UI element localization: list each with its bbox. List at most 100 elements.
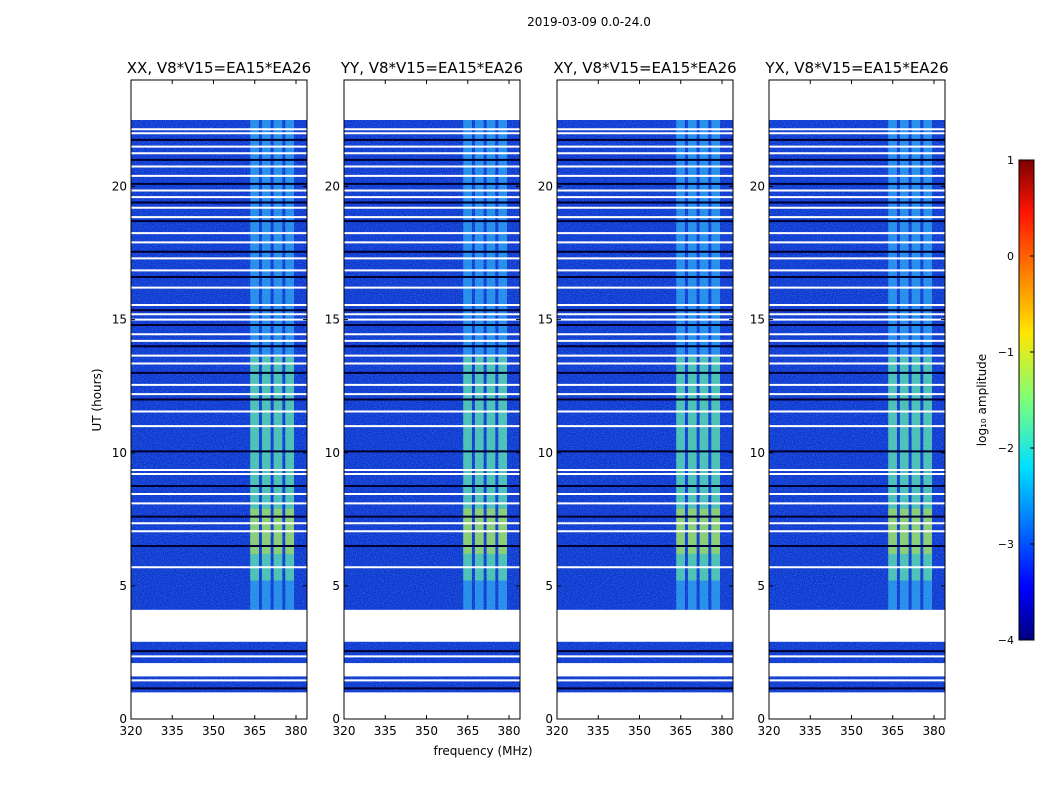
y-tick-label: 15 (750, 313, 765, 327)
colorbar-gradient (1018, 159, 1035, 641)
empty-time-range (769, 663, 945, 677)
empty-time-range (131, 663, 307, 677)
y-tick-label: 5 (545, 579, 553, 593)
rfi-channel-block (285, 119, 294, 610)
rfi-channel-block (687, 119, 697, 610)
y-tick-label: 10 (538, 446, 553, 460)
colorbar-tick-label: −1 (998, 346, 1014, 359)
plot-frame (130, 79, 308, 720)
rfi-channel-block (911, 356, 921, 581)
rfi-channel-block (474, 356, 484, 581)
empty-time-range (344, 80, 520, 120)
rfi-channel-block (888, 119, 897, 610)
y-tick-label: 15 (538, 313, 553, 327)
y-axis-label: UT (hours) (90, 368, 104, 431)
colorbar-ticks: 1 0 −1 −2 −3 −4 (998, 154, 1034, 647)
colorbar-tick-label: 0 (1007, 250, 1014, 263)
empty-time-range (769, 80, 945, 120)
x-tick-label: 350 (202, 724, 225, 738)
rfi-channel-block (676, 356, 685, 581)
y-tick-label: 5 (119, 579, 127, 593)
rfi-channel-block (711, 119, 720, 610)
plot-frame (343, 79, 521, 720)
x-tick-label: 335 (587, 724, 610, 738)
y-tick-label: 20 (325, 180, 340, 194)
panel-4: YX, V8*V15=EA15*EA26 320 335 350 365 380 0 5 10 1… (750, 59, 949, 738)
x-tick-label: 320 (546, 724, 569, 738)
panel-title: YX, V8*V15=EA15*EA26 (764, 59, 948, 77)
y-tick-label: 15 (112, 313, 127, 327)
x-tick-label: 380 (923, 724, 946, 738)
y-tick-label: 5 (757, 579, 765, 593)
y-tick-label: 20 (112, 180, 127, 194)
x-tick-label: 350 (415, 724, 438, 738)
y-tick-label: 0 (757, 712, 765, 726)
x-tick-label: 335 (374, 724, 397, 738)
rfi-channel-block (250, 119, 259, 610)
empty-time-range (557, 80, 733, 120)
x-tick-label: 380 (498, 724, 521, 738)
rfi-channel-block (261, 356, 271, 581)
y-tick-label: 10 (112, 446, 127, 460)
rfi-channel-block (486, 356, 496, 581)
plot-frame (556, 79, 734, 720)
x-tick-label: 350 (628, 724, 651, 738)
panels: XX, V8*V15=EA15*EA26 320 335 350 365 380 0 5 10 1… (112, 59, 949, 738)
x-tick-label: 335 (161, 724, 184, 738)
x-tick-label: 320 (120, 724, 143, 738)
rfi-channel-block (899, 119, 909, 610)
x-tick-label: 335 (799, 724, 822, 738)
rfi-channel-block (285, 356, 294, 581)
x-tick-label: 380 (711, 724, 734, 738)
colorbar-label: log₁₀ amplitude (975, 354, 989, 446)
rfi-channel-block (699, 356, 709, 581)
panel-2: YY, V8*V15=EA15*EA26 320 335 350 365 380 0 5 10 1… (325, 59, 523, 738)
x-tick-label: 320 (333, 724, 356, 738)
y-tick-label: 0 (332, 712, 340, 726)
empty-time-range (344, 663, 520, 677)
colorbar-tick-label: −2 (998, 442, 1014, 455)
rfi-channel-block (498, 119, 507, 610)
x-tick-label: 365 (669, 724, 692, 738)
rfi-channel-block (676, 119, 685, 610)
rfi-channel-block (711, 356, 720, 581)
empty-time-range (557, 663, 733, 677)
rfi-channel-block (888, 356, 897, 581)
rfi-channel-block (463, 356, 472, 581)
x-tick-label: 365 (881, 724, 904, 738)
rfi-channel-block (911, 119, 921, 610)
rfi-channel-block (899, 356, 909, 581)
panel-1: XX, V8*V15=EA15*EA26 320 335 350 365 380 0 5 10 1… (112, 59, 312, 738)
plot-frame (768, 79, 946, 720)
panel-3: XY, V8*V15=EA15*EA26 320 335 350 365 380 0 5 10 1… (538, 59, 737, 738)
x-tick-label: 365 (456, 724, 479, 738)
panel-title: YY, V8*V15=EA15*EA26 (340, 59, 523, 77)
y-tick-label: 0 (545, 712, 553, 726)
x-axis-label: frequency (MHz) (433, 744, 532, 758)
y-tick-label: 10 (325, 446, 340, 460)
y-tick-label: 20 (750, 180, 765, 194)
rfi-channel-block (463, 119, 472, 610)
y-tick-label: 10 (750, 446, 765, 460)
rfi-channel-block (250, 356, 259, 581)
rfi-channel-block (273, 356, 283, 581)
rfi-channel-block (699, 119, 709, 610)
rfi-channel-block (261, 119, 271, 610)
empty-time-range (344, 692, 520, 719)
colorbar: 1 0 −1 −2 −3 −4 log₁₀ amplitude (975, 154, 1035, 647)
y-tick-label: 15 (325, 313, 340, 327)
y-tick-label: 0 (119, 712, 127, 726)
empty-time-range (769, 692, 945, 719)
x-tick-label: 365 (243, 724, 266, 738)
rfi-channel-block (687, 356, 697, 581)
figure-title: 2019-03-09 0.0-24.0 (527, 15, 651, 29)
empty-time-range (131, 80, 307, 120)
x-tick-label: 380 (285, 724, 308, 738)
rfi-channel-block (923, 119, 932, 610)
colorbar-tick-label: 1 (1007, 154, 1014, 167)
colorbar-tick-label: −4 (998, 634, 1014, 647)
rfi-channel-block (474, 119, 484, 610)
empty-time-range (131, 692, 307, 719)
panel-title: XX, V8*V15=EA15*EA26 (127, 59, 311, 77)
